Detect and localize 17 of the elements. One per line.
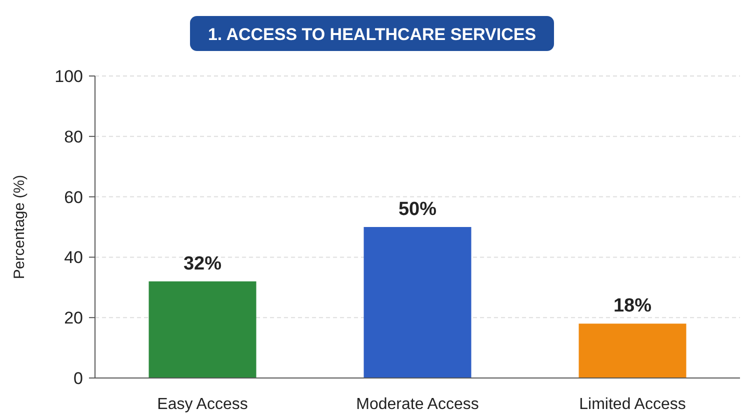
y-tick-label: 60 (64, 188, 83, 207)
y-tick-label: 80 (64, 127, 83, 146)
data-label: 32% (183, 253, 222, 274)
y-axis-title: Percentage (%) (11, 174, 28, 280)
y-tick-label: 100 (54, 67, 83, 86)
x-tick-label: Limited Access (579, 396, 686, 413)
x-tick-label: Easy Access (157, 396, 248, 413)
data-label: 18% (613, 296, 652, 317)
y-tick-label: 20 (64, 308, 83, 328)
chart-title: 1. ACCESS TO HEALTHCARE SERVICES (208, 25, 536, 44)
y-tick-label: 0 (74, 369, 83, 388)
bar (148, 281, 256, 378)
data-label: 50% (398, 199, 437, 220)
y-tick-label: 40 (64, 248, 83, 268)
bar (578, 324, 686, 378)
x-tick-label: Moderate Access (356, 396, 479, 413)
bar (364, 227, 472, 378)
